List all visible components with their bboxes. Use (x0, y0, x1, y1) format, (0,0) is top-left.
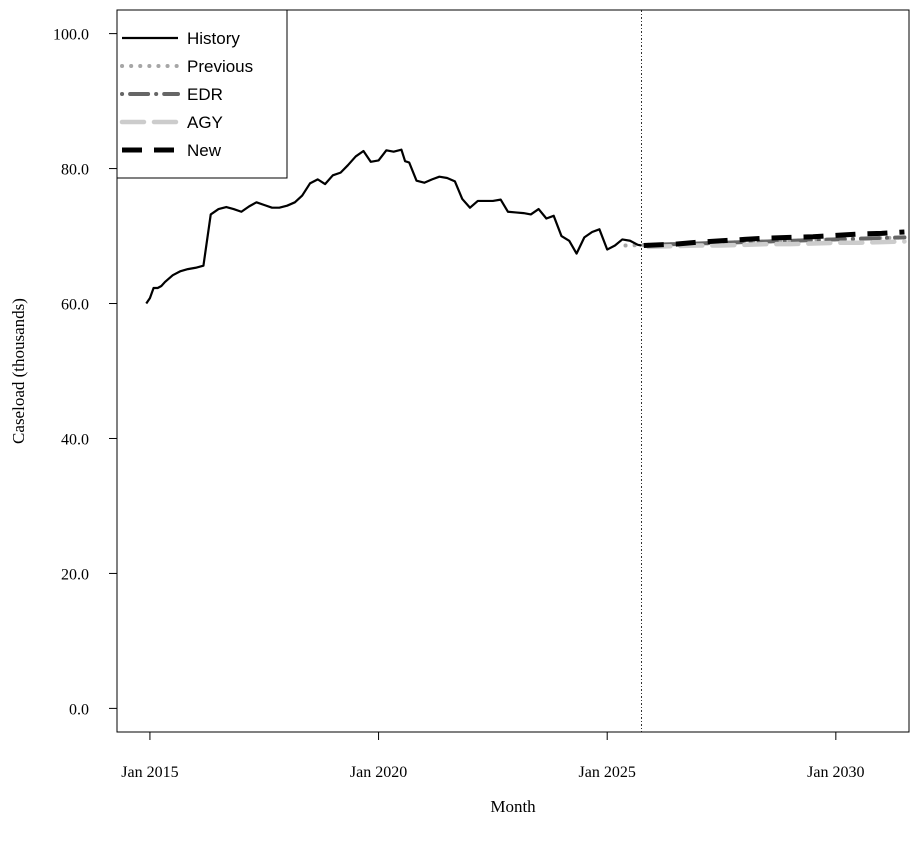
legend-label-history: History (187, 29, 240, 48)
y-axis: 0.0 20.0 40.0 60.0 80.0 100.0 (53, 27, 118, 718)
series-line-history (145, 148, 642, 305)
series-layer (145, 148, 907, 305)
series-line-new (643, 229, 905, 248)
x-tick-label: Jan 2030 (807, 764, 864, 781)
y-tick-label: 0.0 (69, 701, 89, 718)
legend-label-agy: AGY (187, 113, 223, 132)
x-tick-label: Jan 2020 (350, 764, 407, 781)
y-tick-label: 60.0 (61, 297, 89, 314)
legend-label-edr: EDR (187, 85, 223, 104)
legend-label-previous: Previous (187, 57, 253, 76)
x-tick-label: Jan 2025 (579, 764, 636, 781)
y-axis-title: Caseload (thousands) (9, 298, 28, 444)
series-line-agy (646, 239, 907, 250)
y-tick-label: 80.0 (61, 162, 89, 179)
legend-label-new: New (187, 141, 222, 160)
y-tick-label: 100.0 (53, 27, 89, 44)
y-tick-label: 40.0 (61, 431, 89, 448)
legend: History Previous EDR AGY New (116, 9, 288, 179)
x-axis: Jan 2015 Jan 2020 Jan 2025 Jan 2030 (121, 731, 865, 781)
x-tick-label: Jan 2015 (121, 764, 178, 781)
x-axis-title: Month (490, 797, 536, 816)
y-tick-label: 20.0 (61, 566, 89, 583)
